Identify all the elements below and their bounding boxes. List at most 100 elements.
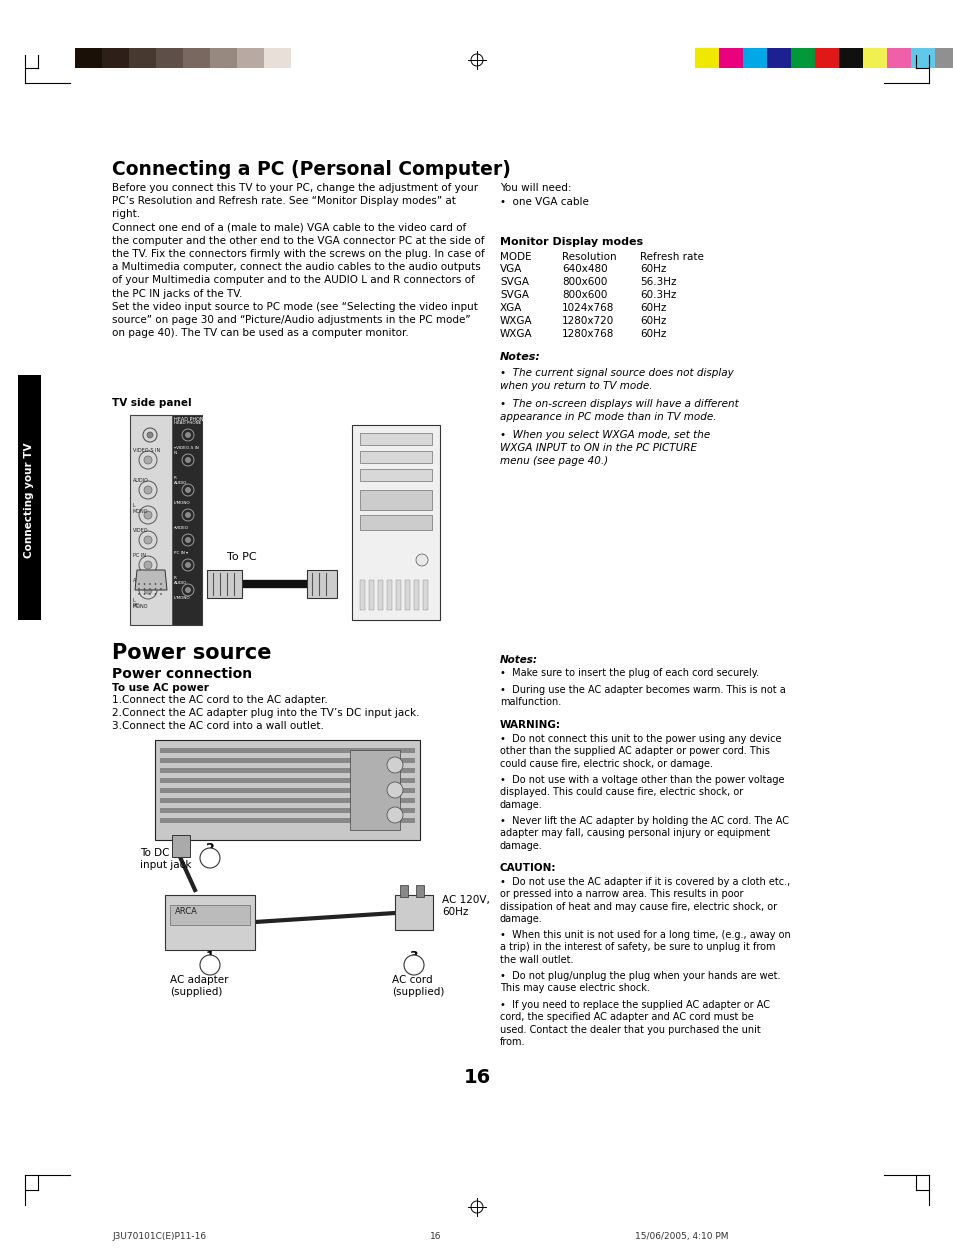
Bar	[102, 48, 129, 68]
Circle shape	[138, 588, 140, 589]
Bar	[387, 580, 392, 611]
Bar	[395, 580, 400, 611]
Polygon shape	[135, 570, 167, 590]
Circle shape	[144, 486, 152, 494]
Text: L/MONO: L/MONO	[173, 596, 191, 601]
Text: •  The on-screen displays will have a different
appearance in PC mode than in TV: • The on-screen displays will have a dif…	[499, 399, 738, 422]
Text: (supplied): (supplied)	[392, 987, 444, 997]
Text: 16: 16	[430, 1233, 441, 1241]
Text: WXGA: WXGA	[499, 316, 532, 326]
Text: 800x600: 800x600	[561, 277, 607, 287]
Text: Notes:: Notes:	[499, 655, 537, 665]
Text: AC cord: AC cord	[392, 974, 432, 985]
Circle shape	[138, 583, 140, 584]
Circle shape	[185, 538, 191, 543]
Circle shape	[416, 554, 428, 567]
Bar	[377, 580, 382, 611]
Text: Monitor Display modes: Monitor Display modes	[499, 237, 642, 247]
Bar	[742, 48, 766, 68]
Circle shape	[144, 593, 145, 594]
Text: 800x600: 800x600	[561, 290, 607, 300]
Text: VIDEO: VIDEO	[132, 528, 149, 533]
Bar	[405, 580, 410, 611]
Text: (supplied): (supplied)	[170, 987, 222, 997]
Text: 2: 2	[206, 842, 214, 856]
Text: To DC: To DC	[140, 849, 170, 857]
Text: •  one VGA cable: • one VGA cable	[499, 196, 588, 206]
Text: You will need:: You will need:	[499, 183, 571, 193]
Circle shape	[144, 511, 152, 519]
Bar	[695, 48, 719, 68]
Circle shape	[149, 588, 151, 589]
Text: 60Hz: 60Hz	[639, 303, 666, 313]
Text: 3.Connect the AC cord into a wall outlet.: 3.Connect the AC cord into a wall outlet…	[112, 721, 323, 731]
Bar	[359, 433, 432, 444]
Circle shape	[144, 585, 152, 594]
Text: AC adapter: AC adapter	[170, 974, 229, 985]
Text: R
AUDIO: R AUDIO	[173, 577, 187, 584]
Text: 15/06/2005, 4:10 PM: 15/06/2005, 4:10 PM	[635, 1233, 728, 1241]
Circle shape	[160, 583, 162, 584]
Bar	[910, 48, 934, 68]
Bar	[165, 895, 254, 951]
Circle shape	[403, 956, 423, 974]
Bar	[307, 570, 336, 598]
Bar	[160, 818, 415, 823]
Text: •  When you select WXGA mode, set the
WXGA INPUT to ON in the PC PICTURE
menu (s: • When you select WXGA mode, set the WXG…	[499, 431, 709, 466]
Circle shape	[185, 512, 191, 517]
Bar	[862, 48, 886, 68]
Circle shape	[154, 593, 156, 594]
Circle shape	[200, 849, 220, 867]
Text: •  During use the AC adapter becomes warm. This is not a
malfunction.: • During use the AC adapter becomes warm…	[499, 685, 785, 708]
Bar	[359, 470, 432, 481]
Bar	[264, 48, 291, 68]
Circle shape	[185, 433, 191, 437]
Text: J3U70101C(E)P11-16: J3U70101C(E)P11-16	[112, 1233, 206, 1241]
Circle shape	[149, 593, 151, 594]
Text: R
AUDIO: R AUDIO	[173, 476, 187, 485]
Bar	[790, 48, 814, 68]
Text: 1: 1	[206, 949, 214, 962]
Bar	[350, 750, 399, 830]
Text: L
MONO: L MONO	[132, 598, 149, 609]
Bar	[160, 748, 415, 753]
Text: Power connection: Power connection	[112, 667, 252, 681]
Text: TV side panel: TV side panel	[112, 398, 192, 408]
Text: WARNING:: WARNING:	[499, 720, 560, 730]
Bar	[359, 580, 365, 611]
Text: HEAD PHONE: HEAD PHONE	[173, 417, 207, 422]
Text: VGA: VGA	[499, 264, 522, 274]
Bar	[172, 415, 202, 624]
Circle shape	[144, 562, 152, 569]
Text: XGA: XGA	[499, 303, 522, 313]
Circle shape	[185, 588, 191, 593]
Text: 60.3Hz: 60.3Hz	[639, 290, 676, 300]
Circle shape	[387, 757, 402, 773]
Bar	[130, 415, 202, 624]
Text: To use AC power: To use AC power	[112, 682, 209, 692]
Circle shape	[200, 956, 220, 974]
Bar	[160, 788, 415, 793]
Circle shape	[144, 588, 145, 589]
Circle shape	[147, 432, 152, 438]
Bar	[160, 808, 415, 813]
Text: •  Do not use with a voltage other than the power voltage
displayed. This could : • Do not use with a voltage other than t…	[499, 776, 783, 810]
Text: 1.Connect the AC cord to the AC adapter.: 1.Connect the AC cord to the AC adapter.	[112, 695, 328, 705]
Bar	[719, 48, 742, 68]
Bar	[172, 835, 190, 857]
Text: input jack: input jack	[140, 860, 192, 870]
Text: •  Do not connect this unit to the power using any device
other than the supplie: • Do not connect this unit to the power …	[499, 734, 781, 769]
Text: AUDIO: AUDIO	[132, 478, 149, 483]
Circle shape	[138, 593, 140, 594]
Bar	[369, 580, 374, 611]
Text: ▿VIDEO: ▿VIDEO	[173, 526, 189, 530]
Text: •  Never lift the AC adapter by holding the AC cord. The AC
adapter may fall, ca: • Never lift the AC adapter by holding t…	[499, 816, 788, 851]
Text: Before you connect this TV to your PC, change the adjustment of your
PC’s Resolu: Before you connect this TV to your PC, c…	[112, 183, 484, 339]
Text: CAUTION:: CAUTION:	[499, 862, 556, 872]
Circle shape	[160, 593, 162, 594]
Circle shape	[185, 457, 191, 462]
Bar	[359, 451, 432, 463]
Bar	[183, 48, 210, 68]
Text: PC: PC	[132, 603, 140, 608]
Circle shape	[154, 583, 156, 584]
